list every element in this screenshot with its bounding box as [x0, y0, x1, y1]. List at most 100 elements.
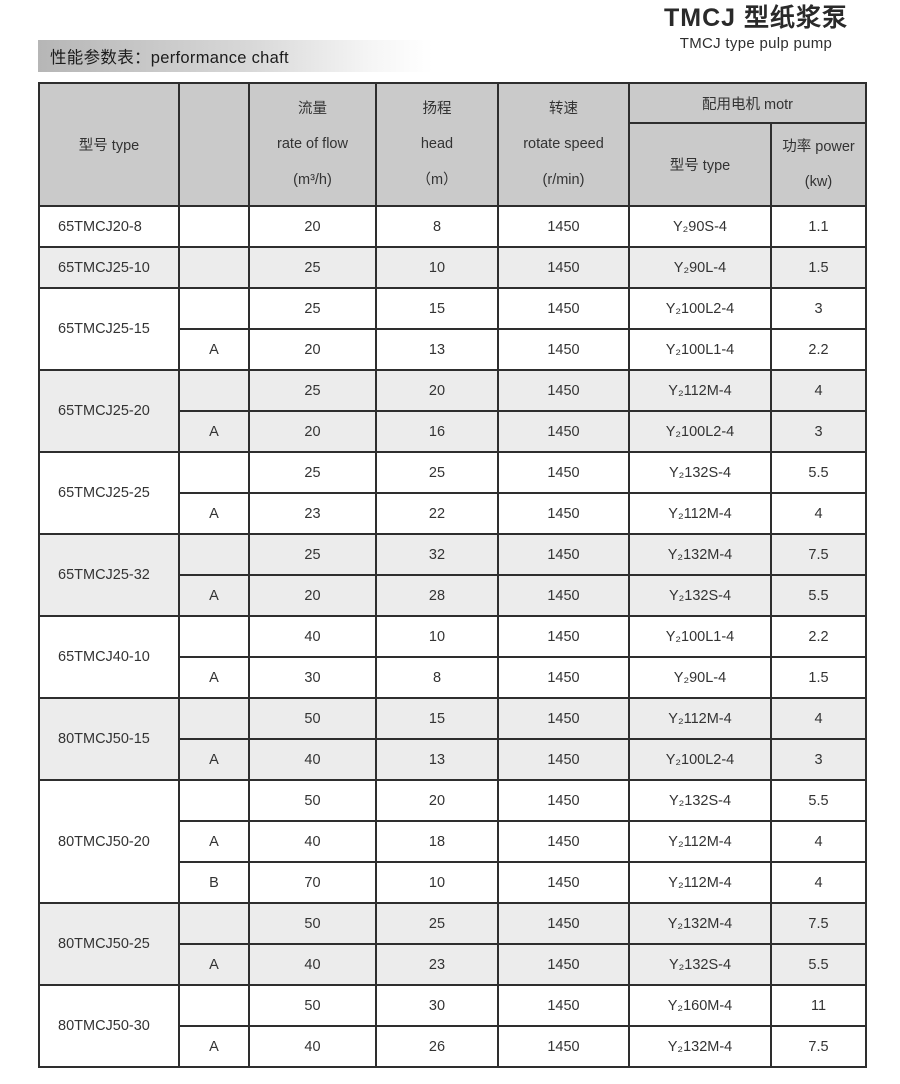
- header-flow-unit: (m³/h): [293, 171, 332, 188]
- header-motor-power-label: 功率 power: [782, 138, 855, 155]
- motor-type-cell: Y₂100L2-4: [628, 738, 772, 781]
- power-cell: 4: [770, 697, 867, 740]
- motor-type-cell: Y₂100L1-4: [628, 615, 772, 658]
- flow-cell: 25: [248, 369, 377, 412]
- speed-cell: 1450: [497, 369, 630, 412]
- table-row: 65TMCJ25-20 25 20 1450 Y₂112M-4 4: [38, 369, 867, 453]
- header-motor-group: 配用电机 motr: [628, 82, 867, 124]
- header-motor-power: 功率 power (kw): [770, 122, 867, 207]
- variant-cell: A: [178, 656, 250, 699]
- head-cell: 15: [375, 697, 499, 740]
- page-subtitle: TMCJ type pulp pump: [679, 35, 833, 52]
- table-row: 80TMCJ50-15 50 15 1450 Y₂112M-4 4: [38, 697, 867, 781]
- motor-type-cell: Y₂112M-4: [628, 861, 772, 904]
- pump-model-cell: 80TMCJ50-25: [38, 902, 180, 986]
- variant-cell: [178, 369, 250, 412]
- head-cell: 16: [375, 410, 499, 453]
- power-cell: 3: [770, 738, 867, 781]
- speed-cell: 1450: [497, 697, 630, 740]
- speed-cell: 1450: [497, 451, 630, 494]
- head-cell: 32: [375, 533, 499, 576]
- header-flow-en: rate of flow: [277, 136, 348, 153]
- table-body: 65TMCJ20-8 20 8 1450 Y₂90S-4 1.1 65TMCJ25-10 25…: [38, 205, 867, 1068]
- motor-type-cell: Y₂90L-4: [628, 246, 772, 289]
- power-cell: 5.5: [770, 451, 867, 494]
- motor-type-cell: Y₂112M-4: [628, 369, 772, 412]
- head-cell: 30: [375, 984, 499, 1027]
- pump-model-cell: 65TMCJ25-32: [38, 533, 180, 617]
- power-cell: 5.5: [770, 779, 867, 822]
- motor-type-cell: Y₂160M-4: [628, 984, 772, 1027]
- speed-cell: 1450: [497, 205, 630, 248]
- motor-type-cell: Y₂112M-4: [628, 820, 772, 863]
- speed-cell: 1450: [497, 533, 630, 576]
- header-motor-model: 型号 type: [628, 122, 772, 207]
- header-speed: 转速 rotate speed (r/min): [497, 82, 630, 207]
- head-cell: 15: [375, 287, 499, 330]
- speed-cell: 1450: [497, 943, 630, 986]
- table-row: A 20 13 1450 Y₂100L1-4 2.2: [39, 328, 867, 371]
- table-row: 65TMCJ25-32 25 32 1450 Y₂132M-4 7.5: [38, 533, 867, 617]
- speed-cell: 1450: [497, 574, 630, 617]
- page-title: TMCJ 型纸浆泵: [663, 4, 848, 32]
- header-motor-power-unit: (kw): [804, 174, 833, 190]
- head-cell: 18: [375, 820, 499, 863]
- flow-cell: 40: [248, 820, 377, 863]
- table-row: A 23 22 1450 Y₂112M-4 4: [39, 492, 867, 535]
- pump-model-cell: 80TMCJ50-15: [38, 697, 180, 781]
- variant-cell: [178, 451, 250, 494]
- variant-cell: A: [178, 574, 250, 617]
- table-row: A 40 13 1450 Y₂100L2-4 3: [39, 738, 867, 781]
- header-flow-cn: 流量: [298, 100, 327, 117]
- header-flow: 流量 rate of flow (m³/h): [248, 82, 377, 207]
- head-cell: 22: [375, 492, 499, 535]
- header-speed-unit: (r/min): [542, 171, 585, 188]
- header-speed-cn: 转速: [549, 100, 578, 117]
- power-cell: 5.5: [770, 574, 867, 617]
- table-row: 65TMCJ20-8 20 8 1450 Y₂90S-4 1.1: [38, 205, 867, 248]
- head-cell: 20: [375, 779, 499, 822]
- variant-cell: [178, 984, 250, 1027]
- pump-model-cell: 65TMCJ25-25: [38, 451, 180, 535]
- header-model: 型号 type: [38, 82, 180, 207]
- speed-cell: 1450: [497, 246, 630, 289]
- head-cell: 10: [375, 615, 499, 658]
- power-cell: 5.5: [770, 943, 867, 986]
- pump-model-cell: 65TMCJ20-8: [38, 205, 180, 248]
- power-cell: 4: [770, 861, 867, 904]
- performance-table: 型号 type 流量 rate of flow (m³/h) 扬程 head （…: [38, 82, 867, 1068]
- pump-model-cell: 65TMCJ25-10: [38, 246, 180, 289]
- head-cell: 10: [375, 246, 499, 289]
- power-cell: 3: [770, 287, 867, 330]
- power-cell: 4: [770, 820, 867, 863]
- power-cell: 7.5: [770, 533, 867, 576]
- flow-cell: 25: [248, 287, 377, 330]
- motor-type-cell: Y₂132S-4: [628, 779, 772, 822]
- speed-cell: 1450: [497, 902, 630, 945]
- header-head-cn: 扬程: [422, 100, 452, 117]
- flow-cell: 50: [248, 697, 377, 740]
- flow-cell: 20: [248, 410, 377, 453]
- flow-cell: 50: [248, 902, 377, 945]
- pump-model-cell: 65TMCJ40-10: [38, 615, 180, 699]
- flow-cell: 40: [248, 943, 377, 986]
- header-variant: [178, 82, 250, 207]
- flow-cell: 70: [248, 861, 377, 904]
- speed-cell: 1450: [497, 1025, 630, 1068]
- speed-cell: 1450: [497, 779, 630, 822]
- motor-type-cell: Y₂132S-4: [628, 451, 772, 494]
- variant-cell: A: [178, 328, 250, 371]
- flow-cell: 25: [248, 451, 377, 494]
- power-cell: 2.2: [770, 615, 867, 658]
- speed-cell: 1450: [497, 820, 630, 863]
- table-row: 65TMCJ25-10 25 10 1450 Y₂90L-4 1.5: [38, 246, 867, 289]
- power-cell: 1.5: [770, 246, 867, 289]
- section-header-strip: 性能参数表：performance chaft: [38, 40, 433, 72]
- table-header: 型号 type 流量 rate of flow (m³/h) 扬程 head （…: [38, 82, 867, 207]
- speed-cell: 1450: [497, 656, 630, 699]
- table-row: 65TMCJ25-15 25 15 1450 Y₂100L2-4 3: [38, 287, 867, 371]
- motor-type-cell: Y₂132M-4: [628, 533, 772, 576]
- variant-cell: [178, 697, 250, 740]
- power-cell: 4: [770, 492, 867, 535]
- variant-cell: A: [178, 410, 250, 453]
